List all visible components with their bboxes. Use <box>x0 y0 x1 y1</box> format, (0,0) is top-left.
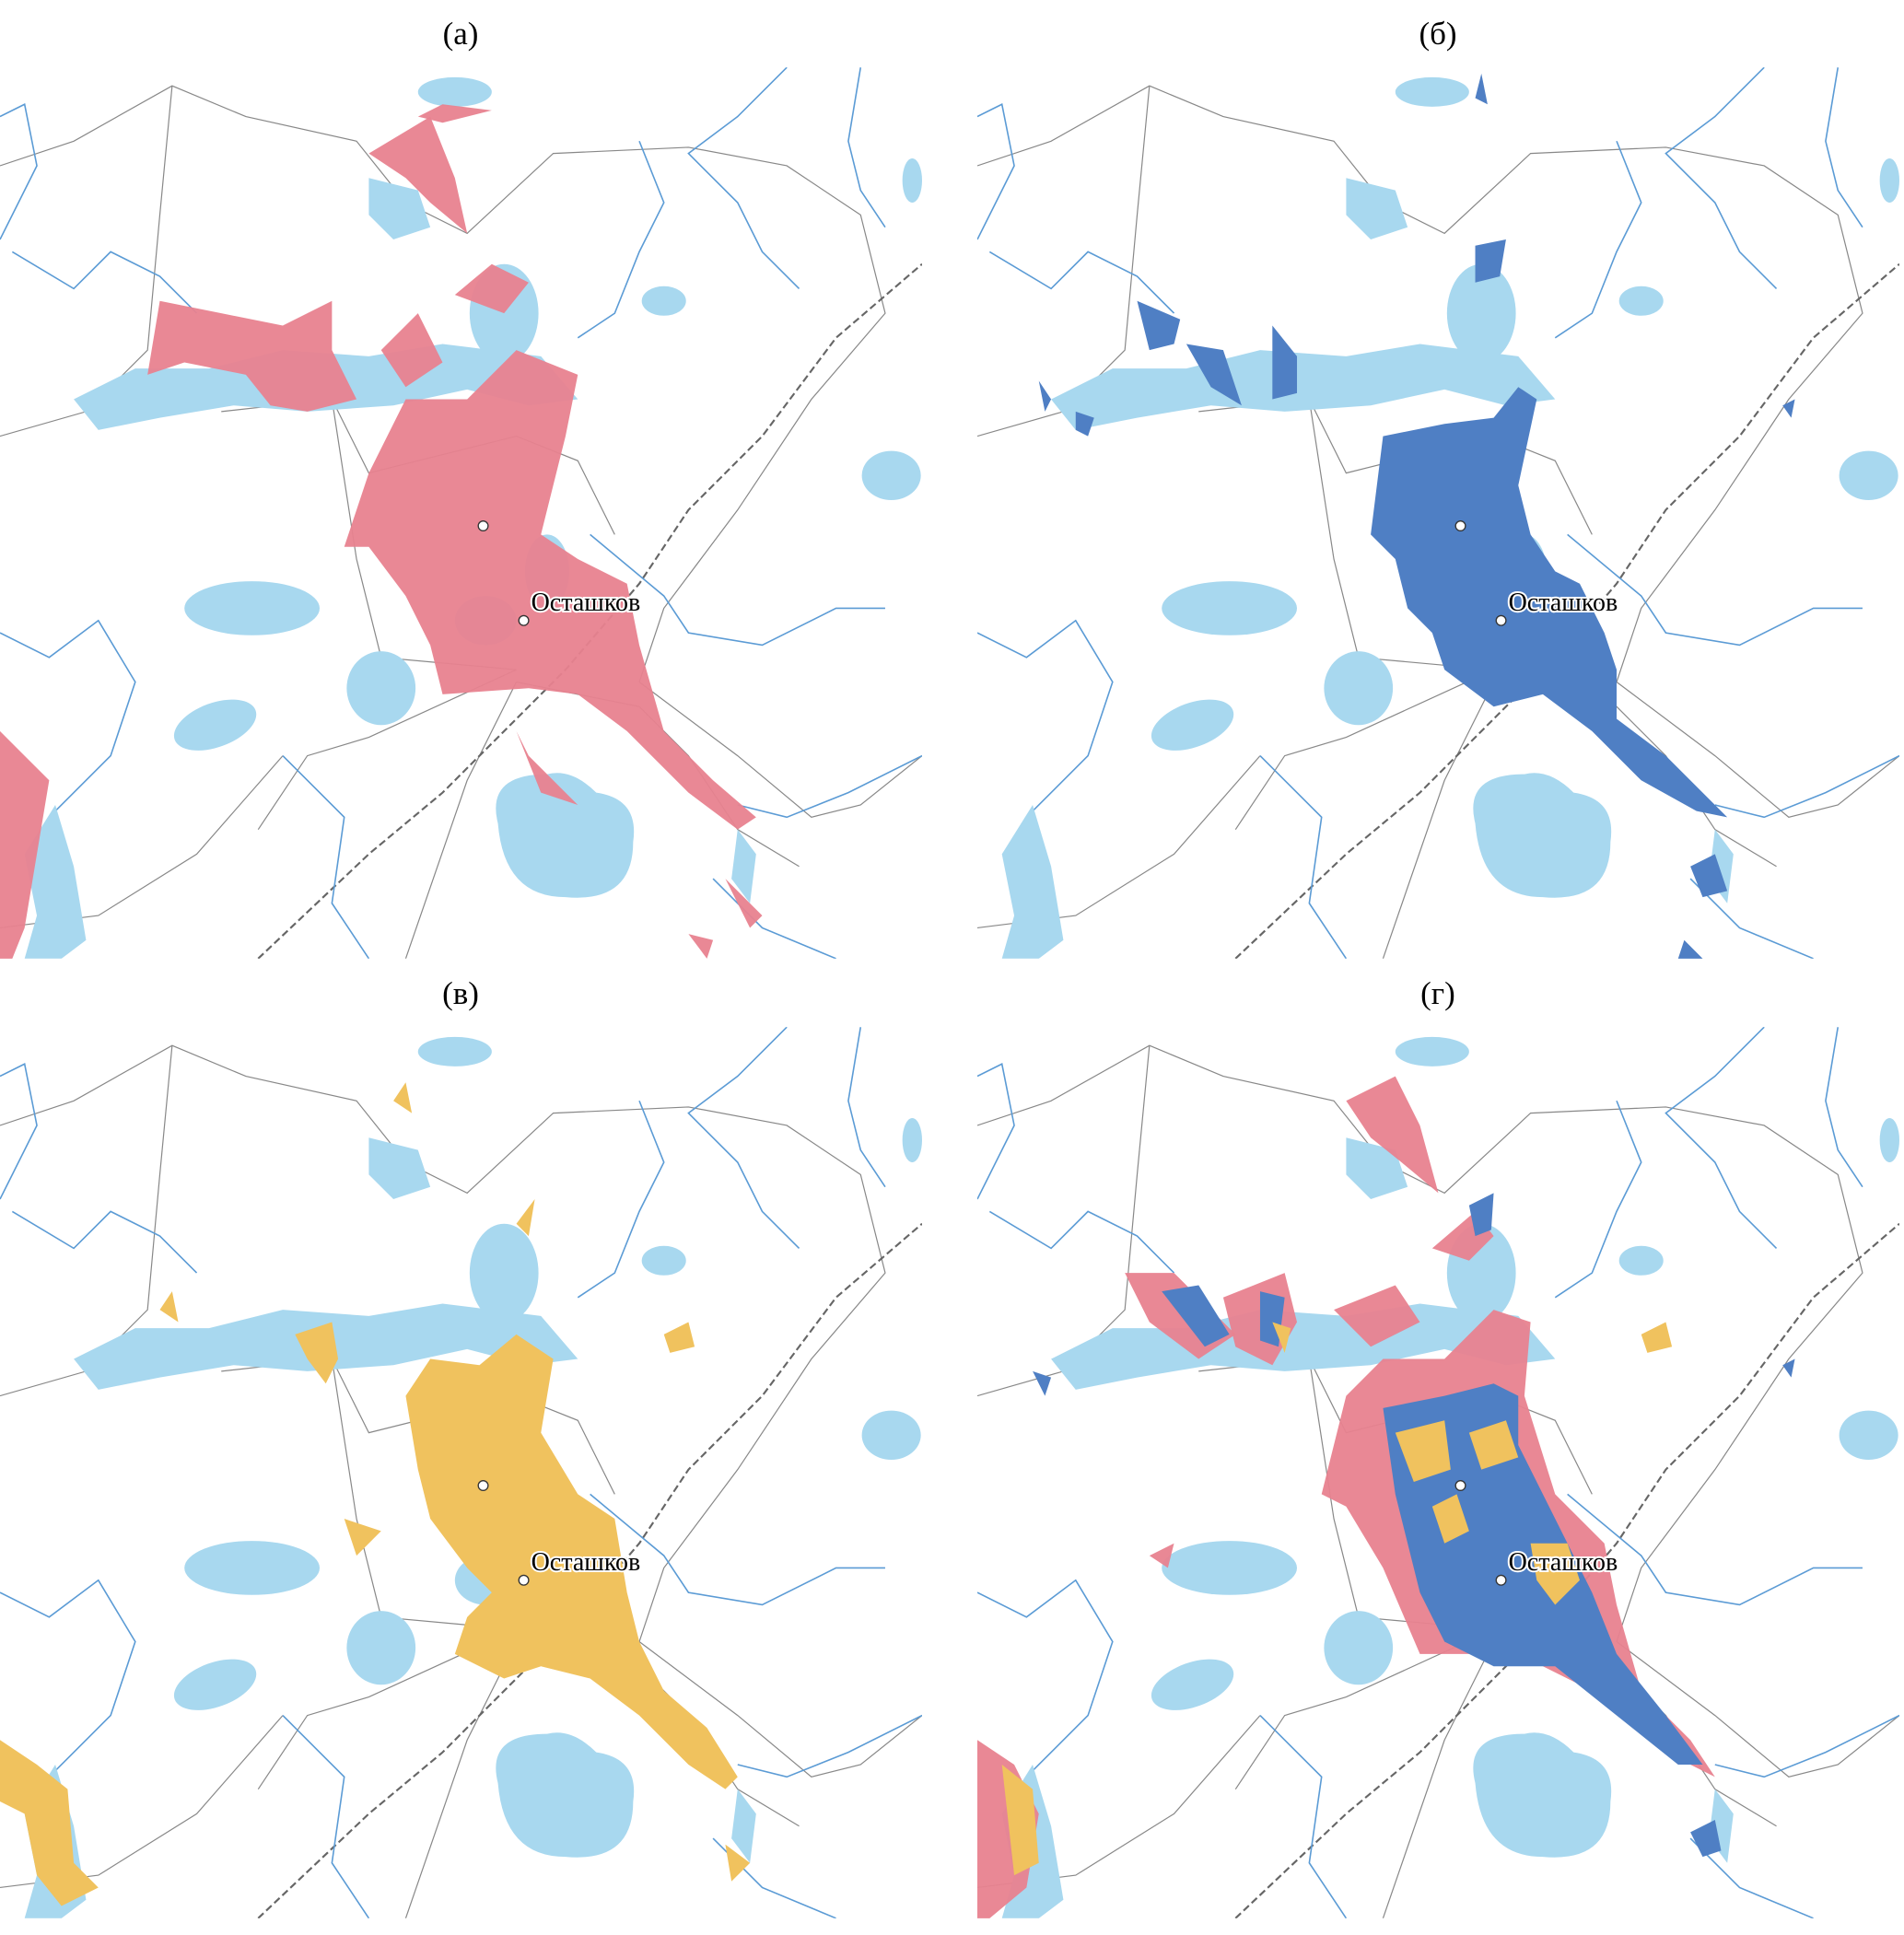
blue <box>1272 325 1298 400</box>
pink <box>344 350 756 830</box>
yellow <box>0 1740 99 1906</box>
blue <box>1475 239 1506 283</box>
yellow <box>516 1199 535 1237</box>
yellow <box>663 1322 695 1353</box>
pink <box>688 934 714 959</box>
blue <box>1137 300 1181 351</box>
blue <box>1677 939 1703 959</box>
overlay-pink <box>0 104 763 959</box>
city-label: Осташков <box>531 1548 641 1577</box>
yellow <box>1001 1764 1039 1876</box>
yellow <box>1431 1494 1469 1544</box>
yellow <box>1395 1420 1451 1483</box>
map-panel: Осташков <box>977 67 1899 959</box>
yellow <box>393 1082 413 1113</box>
yellow <box>295 1322 339 1384</box>
city-label: Осташков <box>1509 1548 1618 1577</box>
panel-label: (а) <box>443 16 479 52</box>
map-panel: Осташков <box>0 1027 922 1918</box>
pink <box>725 879 763 928</box>
overlay-blue <box>1038 73 1795 959</box>
panel-label: (б) <box>1419 16 1456 52</box>
yellow <box>159 1291 179 1323</box>
blue <box>1782 399 1795 418</box>
blue <box>1475 73 1488 105</box>
pink <box>368 116 468 234</box>
overlay-yellow <box>0 1082 751 1906</box>
blue <box>1371 387 1728 818</box>
pink <box>1346 1076 1439 1194</box>
pink <box>417 104 492 123</box>
panel-label: (в) <box>442 975 479 1011</box>
pink <box>1334 1285 1420 1347</box>
yellow <box>1272 1322 1291 1353</box>
yellow <box>1641 1322 1673 1353</box>
yellow <box>1530 1543 1580 1605</box>
blue <box>1468 1193 1494 1237</box>
blue <box>1782 1358 1795 1378</box>
blue <box>1690 854 1728 898</box>
yellow <box>344 1519 381 1556</box>
map-panel: Осташков <box>0 67 922 959</box>
blue <box>1075 411 1094 437</box>
blue <box>1186 344 1242 406</box>
pink <box>454 263 529 314</box>
pink <box>147 300 357 412</box>
pink <box>1149 1543 1174 1568</box>
blue <box>1162 1285 1230 1347</box>
yellow <box>405 1334 738 1789</box>
blue <box>1033 1370 1052 1396</box>
overlay-mixed <box>977 1076 1795 1918</box>
blue <box>1038 380 1052 412</box>
yellow <box>725 1844 751 1882</box>
map-panel: Осташков <box>977 1027 1899 1918</box>
city-label: Осташков <box>1509 589 1618 617</box>
pink <box>0 730 50 959</box>
yellow <box>1468 1420 1519 1470</box>
pink <box>516 730 578 805</box>
panel-label: (г) <box>1420 975 1455 1011</box>
blue <box>1690 1820 1722 1858</box>
city-label: Осташков <box>531 589 641 617</box>
